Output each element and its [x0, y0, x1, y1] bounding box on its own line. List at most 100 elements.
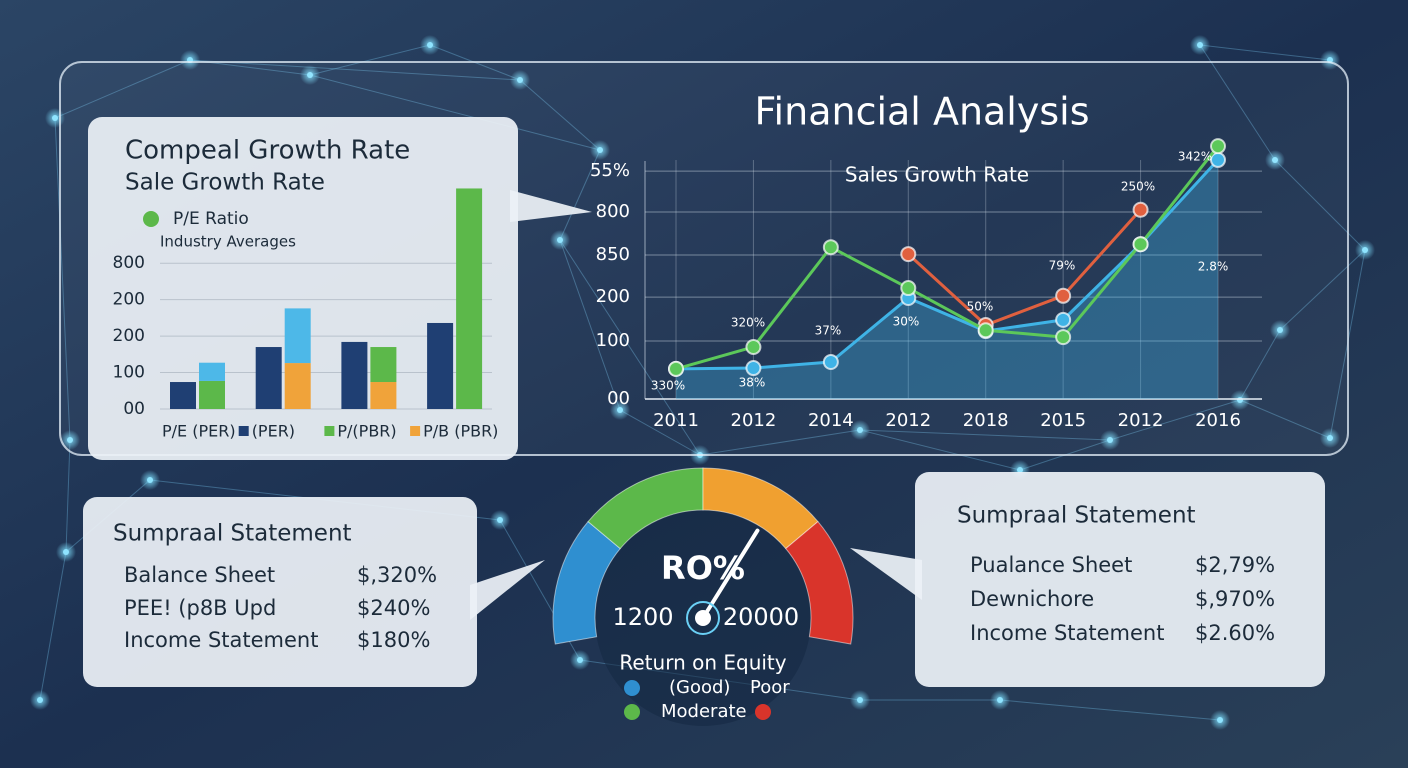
network-node [557, 237, 563, 243]
point-marker [977, 322, 994, 339]
legend-dot [624, 680, 640, 696]
y-tick-label: 00 [123, 399, 145, 419]
point-marker [822, 354, 839, 371]
bar [341, 341, 368, 409]
y-tick-label: 850 [596, 244, 630, 265]
legend-dot [624, 704, 640, 720]
network-node [517, 77, 523, 83]
network-link [39, 551, 67, 701]
needle-hub [695, 610, 711, 626]
network-node [52, 115, 58, 121]
network-link [54, 59, 191, 119]
x-tick-label: P/E (PER) [162, 422, 236, 441]
y-tick-label: 200 [113, 326, 145, 346]
point-marker [745, 338, 762, 355]
y-tick-label: 55% [590, 160, 630, 181]
network-node [1277, 327, 1283, 333]
category-swatch [410, 426, 421, 436]
bar [199, 380, 225, 409]
y-tick-label: 100 [113, 363, 145, 383]
point-marker [1055, 311, 1072, 328]
network-link [559, 149, 601, 241]
network-link [1274, 159, 1366, 251]
statement-value: $180% [357, 628, 430, 652]
network-node [307, 72, 313, 78]
legend-label: (Good) [669, 677, 730, 698]
network-link [1199, 44, 1331, 61]
statement-panel [83, 497, 477, 687]
line-title: Sales Growth Rate [845, 163, 1029, 187]
statement-value: $,970% [1195, 587, 1275, 611]
bar [370, 347, 397, 383]
statement-item: PEE! (p8B Upd [124, 596, 276, 620]
statement-item: Balance Sheet [124, 563, 275, 587]
page-title: Financial Analysis [754, 90, 1089, 134]
network-node [497, 517, 503, 523]
legend-swatch [143, 211, 159, 227]
y-tick-label: 100 [596, 330, 630, 351]
gauge-segment [785, 520, 854, 645]
annotation: 250% [1121, 180, 1155, 194]
network-node [1197, 42, 1203, 48]
annotation: 50% [967, 300, 994, 314]
gauge-needle [701, 528, 760, 620]
x-tick-label: 2012 [1118, 410, 1164, 431]
series-line [675, 145, 1220, 371]
y-tick-label: 200 [113, 290, 145, 310]
point-marker [1055, 329, 1072, 346]
statement-value: $240% [357, 596, 430, 620]
network-link [999, 699, 1221, 721]
network-node [1362, 247, 1368, 253]
network-link [189, 59, 521, 81]
x-tick-label: 2011 [653, 410, 699, 431]
statement-value: $,320% [357, 563, 437, 587]
network-link [1109, 399, 1241, 441]
statement-item: Pualance Sheet [970, 553, 1132, 577]
annotation: 37% [815, 324, 842, 338]
network-node [37, 697, 43, 703]
network-node [63, 549, 69, 555]
network-node [147, 477, 153, 483]
bar [456, 188, 483, 409]
point-marker [668, 360, 684, 377]
legend-label: Poor [750, 677, 790, 698]
network-link [559, 239, 621, 411]
network-node [1327, 435, 1333, 441]
needle-ring [686, 601, 720, 635]
network-link [699, 429, 861, 456]
network-link [619, 409, 701, 456]
point-marker [1132, 201, 1149, 218]
point-marker [1055, 287, 1072, 304]
statement-item: Dewnichore [970, 587, 1094, 611]
panel-pointer [850, 548, 922, 600]
bar [284, 363, 311, 409]
gauge-max: 20000 [723, 603, 799, 631]
network-link [54, 117, 71, 441]
bar-note: Industry Averages [160, 233, 296, 251]
point-marker [1210, 151, 1226, 168]
x-tick-label: P/B (PBR) [423, 422, 498, 441]
x-tick-label: 2018 [963, 410, 1009, 431]
point-marker [745, 360, 762, 377]
x-tick-label: P/(PBR) [337, 422, 396, 441]
point-marker [822, 239, 839, 256]
network-link [559, 239, 701, 456]
network-node [1272, 157, 1278, 163]
y-tick-label: 200 [596, 286, 630, 307]
bar-subtitle: Sale Growth Rate [125, 170, 325, 196]
network-link [65, 439, 71, 553]
annotation: 320% [731, 316, 765, 330]
x-tick-label: (PER) [252, 422, 295, 441]
statement-item: Income Statement [970, 621, 1164, 645]
annotation: 79% [1049, 259, 1076, 273]
point-marker [900, 246, 917, 263]
network-link [1199, 44, 1276, 161]
annotation: 2.8% [1198, 260, 1229, 274]
gauge-label: Return on Equity [619, 651, 786, 675]
gauge: RO% 1200 20000 Return on Equity(Good) PoorMo… [552, 467, 854, 726]
annotation: 38% [739, 376, 766, 390]
network-link [519, 79, 601, 151]
network-node [577, 657, 583, 663]
network-node [427, 42, 433, 48]
